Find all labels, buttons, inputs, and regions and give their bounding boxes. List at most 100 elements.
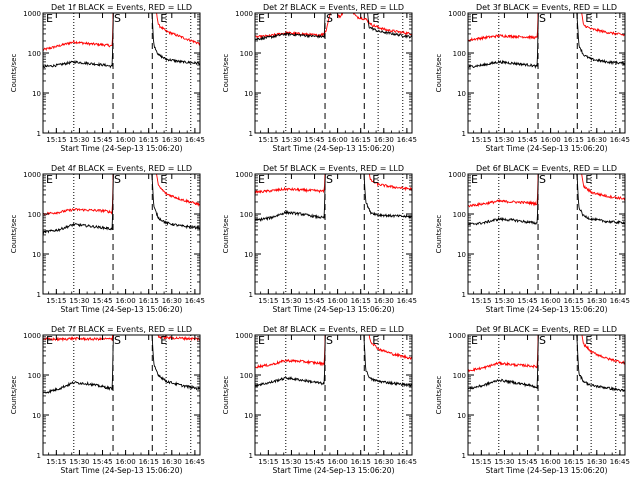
y-tick-label: 1 <box>462 291 466 299</box>
y-tick-label: 1 <box>37 291 41 299</box>
y-tick-label: 100 <box>453 50 466 58</box>
x-tick-label: 16:45 <box>610 458 630 466</box>
x-tick-label: 16:45 <box>610 136 630 144</box>
x-tick-label: 16:00 <box>116 458 136 466</box>
marker-label-e-left: E <box>258 12 265 25</box>
lld-series-line <box>43 174 200 216</box>
x-tick-label: 15:15 <box>471 458 491 466</box>
y-axis-label: Counts/sec <box>222 376 230 415</box>
x-tick-label: 16:00 <box>328 136 348 144</box>
lld-series-line <box>43 335 200 342</box>
x-tick-label: 15:30 <box>494 136 514 144</box>
lld-series-line <box>255 174 412 194</box>
x-tick-label: 16:00 <box>328 458 348 466</box>
y-tick-label: 100 <box>240 372 253 380</box>
panel-title: Det 8f BLACK = Events, RED = LLD <box>263 325 404 334</box>
x-tick-label: 16:45 <box>610 297 630 305</box>
plot-frame <box>42 12 201 134</box>
plot-frame <box>254 173 413 295</box>
plot-frame <box>467 12 626 134</box>
x-tick-label: 16:30 <box>587 297 607 305</box>
y-tick-label: 10 <box>457 90 466 98</box>
x-tick-label: 16:30 <box>587 458 607 466</box>
x-tick-label: 15:45 <box>304 297 324 305</box>
x-tick-label: 15:30 <box>494 458 514 466</box>
marker-label-e-left: E <box>471 173 478 186</box>
x-axis-label: Start Time (24-Sep-13 15:06:20) <box>273 144 395 153</box>
events-series-line <box>255 13 412 41</box>
x-tick-label: 16:45 <box>397 297 417 305</box>
x-tick-label: 15:45 <box>517 297 537 305</box>
panel-title: Det 3f BLACK = Events, RED = LLD <box>476 3 617 12</box>
marker-label-e-left: E <box>46 173 53 186</box>
x-tick-label: 15:15 <box>46 136 66 144</box>
y-tick-label: 1000 <box>448 332 466 340</box>
y-tick-label: 1 <box>37 130 41 138</box>
y-tick-label: 100 <box>28 211 41 219</box>
x-tick-label: 15:45 <box>304 136 324 144</box>
marker-label-e-right: E <box>160 173 167 186</box>
x-tick-label: 15:30 <box>281 297 301 305</box>
x-tick-label: 16:15 <box>564 458 584 466</box>
marker-label-e-right: E <box>585 12 592 25</box>
x-tick-label: 16:15 <box>564 297 584 305</box>
plot-frame <box>42 173 201 295</box>
y-axis-label: Counts/sec <box>10 54 18 93</box>
x-tick-label: 16:45 <box>397 136 417 144</box>
panel-title: Det 6f BLACK = Events, RED = LLD <box>476 164 617 173</box>
y-tick-label: 10 <box>32 251 41 259</box>
x-tick-label: 16:45 <box>185 297 205 305</box>
panel-title: Det 9f BLACK = Events, RED = LLD <box>476 325 617 334</box>
y-tick-label: 100 <box>240 50 253 58</box>
plot-frame <box>467 334 626 456</box>
x-tick-label: 16:00 <box>541 297 561 305</box>
x-tick-label: 15:45 <box>92 458 112 466</box>
marker-label-e-right: E <box>372 334 379 347</box>
lld-series-line <box>255 13 412 39</box>
marker-label-s: S <box>114 173 121 186</box>
x-axis-label: Start Time (24-Sep-13 15:06:20) <box>273 466 395 475</box>
panel-title: Det 5f BLACK = Events, RED = LLD <box>263 164 404 173</box>
x-tick-label: 16:00 <box>116 136 136 144</box>
x-tick-label: 16:15 <box>351 458 371 466</box>
y-tick-label: 100 <box>28 50 41 58</box>
plot-frame <box>467 173 626 295</box>
x-tick-label: 15:45 <box>92 297 112 305</box>
lld-series-line <box>468 13 625 42</box>
x-tick-label: 16:00 <box>116 297 136 305</box>
marker-label-e-right: E <box>585 334 592 347</box>
x-tick-label: 15:45 <box>517 136 537 144</box>
marker-label-s: S <box>539 12 546 25</box>
x-tick-label: 16:15 <box>139 458 159 466</box>
panel-title: Det 2f BLACK = Events, RED = LLD <box>263 3 404 12</box>
x-tick-label: 15:15 <box>258 297 278 305</box>
x-tick-label: 15:15 <box>46 297 66 305</box>
events-series-line <box>468 335 625 393</box>
x-tick-label: 15:15 <box>471 297 491 305</box>
x-tick-label: 16:30 <box>374 458 394 466</box>
marker-label-e-right: E <box>160 12 167 25</box>
y-tick-label: 100 <box>453 372 466 380</box>
y-tick-label: 1000 <box>23 332 41 340</box>
y-tick-label: 10 <box>32 412 41 420</box>
plot-frame <box>42 334 201 456</box>
x-tick-label: 15:30 <box>281 136 301 144</box>
marker-label-e-left: E <box>471 334 478 347</box>
x-tick-label: 16:30 <box>374 136 394 144</box>
marker-label-s: S <box>326 12 333 25</box>
x-axis-label: Start Time (24-Sep-13 15:06:20) <box>61 144 183 153</box>
events-series-line <box>43 174 200 235</box>
y-axis-label: Counts/sec <box>435 54 443 93</box>
y-tick-label: 1 <box>249 452 253 460</box>
events-series-line <box>255 174 412 222</box>
x-axis-label: Start Time (24-Sep-13 15:06:20) <box>61 466 183 475</box>
x-tick-label: 15:45 <box>517 458 537 466</box>
y-tick-label: 100 <box>240 211 253 219</box>
